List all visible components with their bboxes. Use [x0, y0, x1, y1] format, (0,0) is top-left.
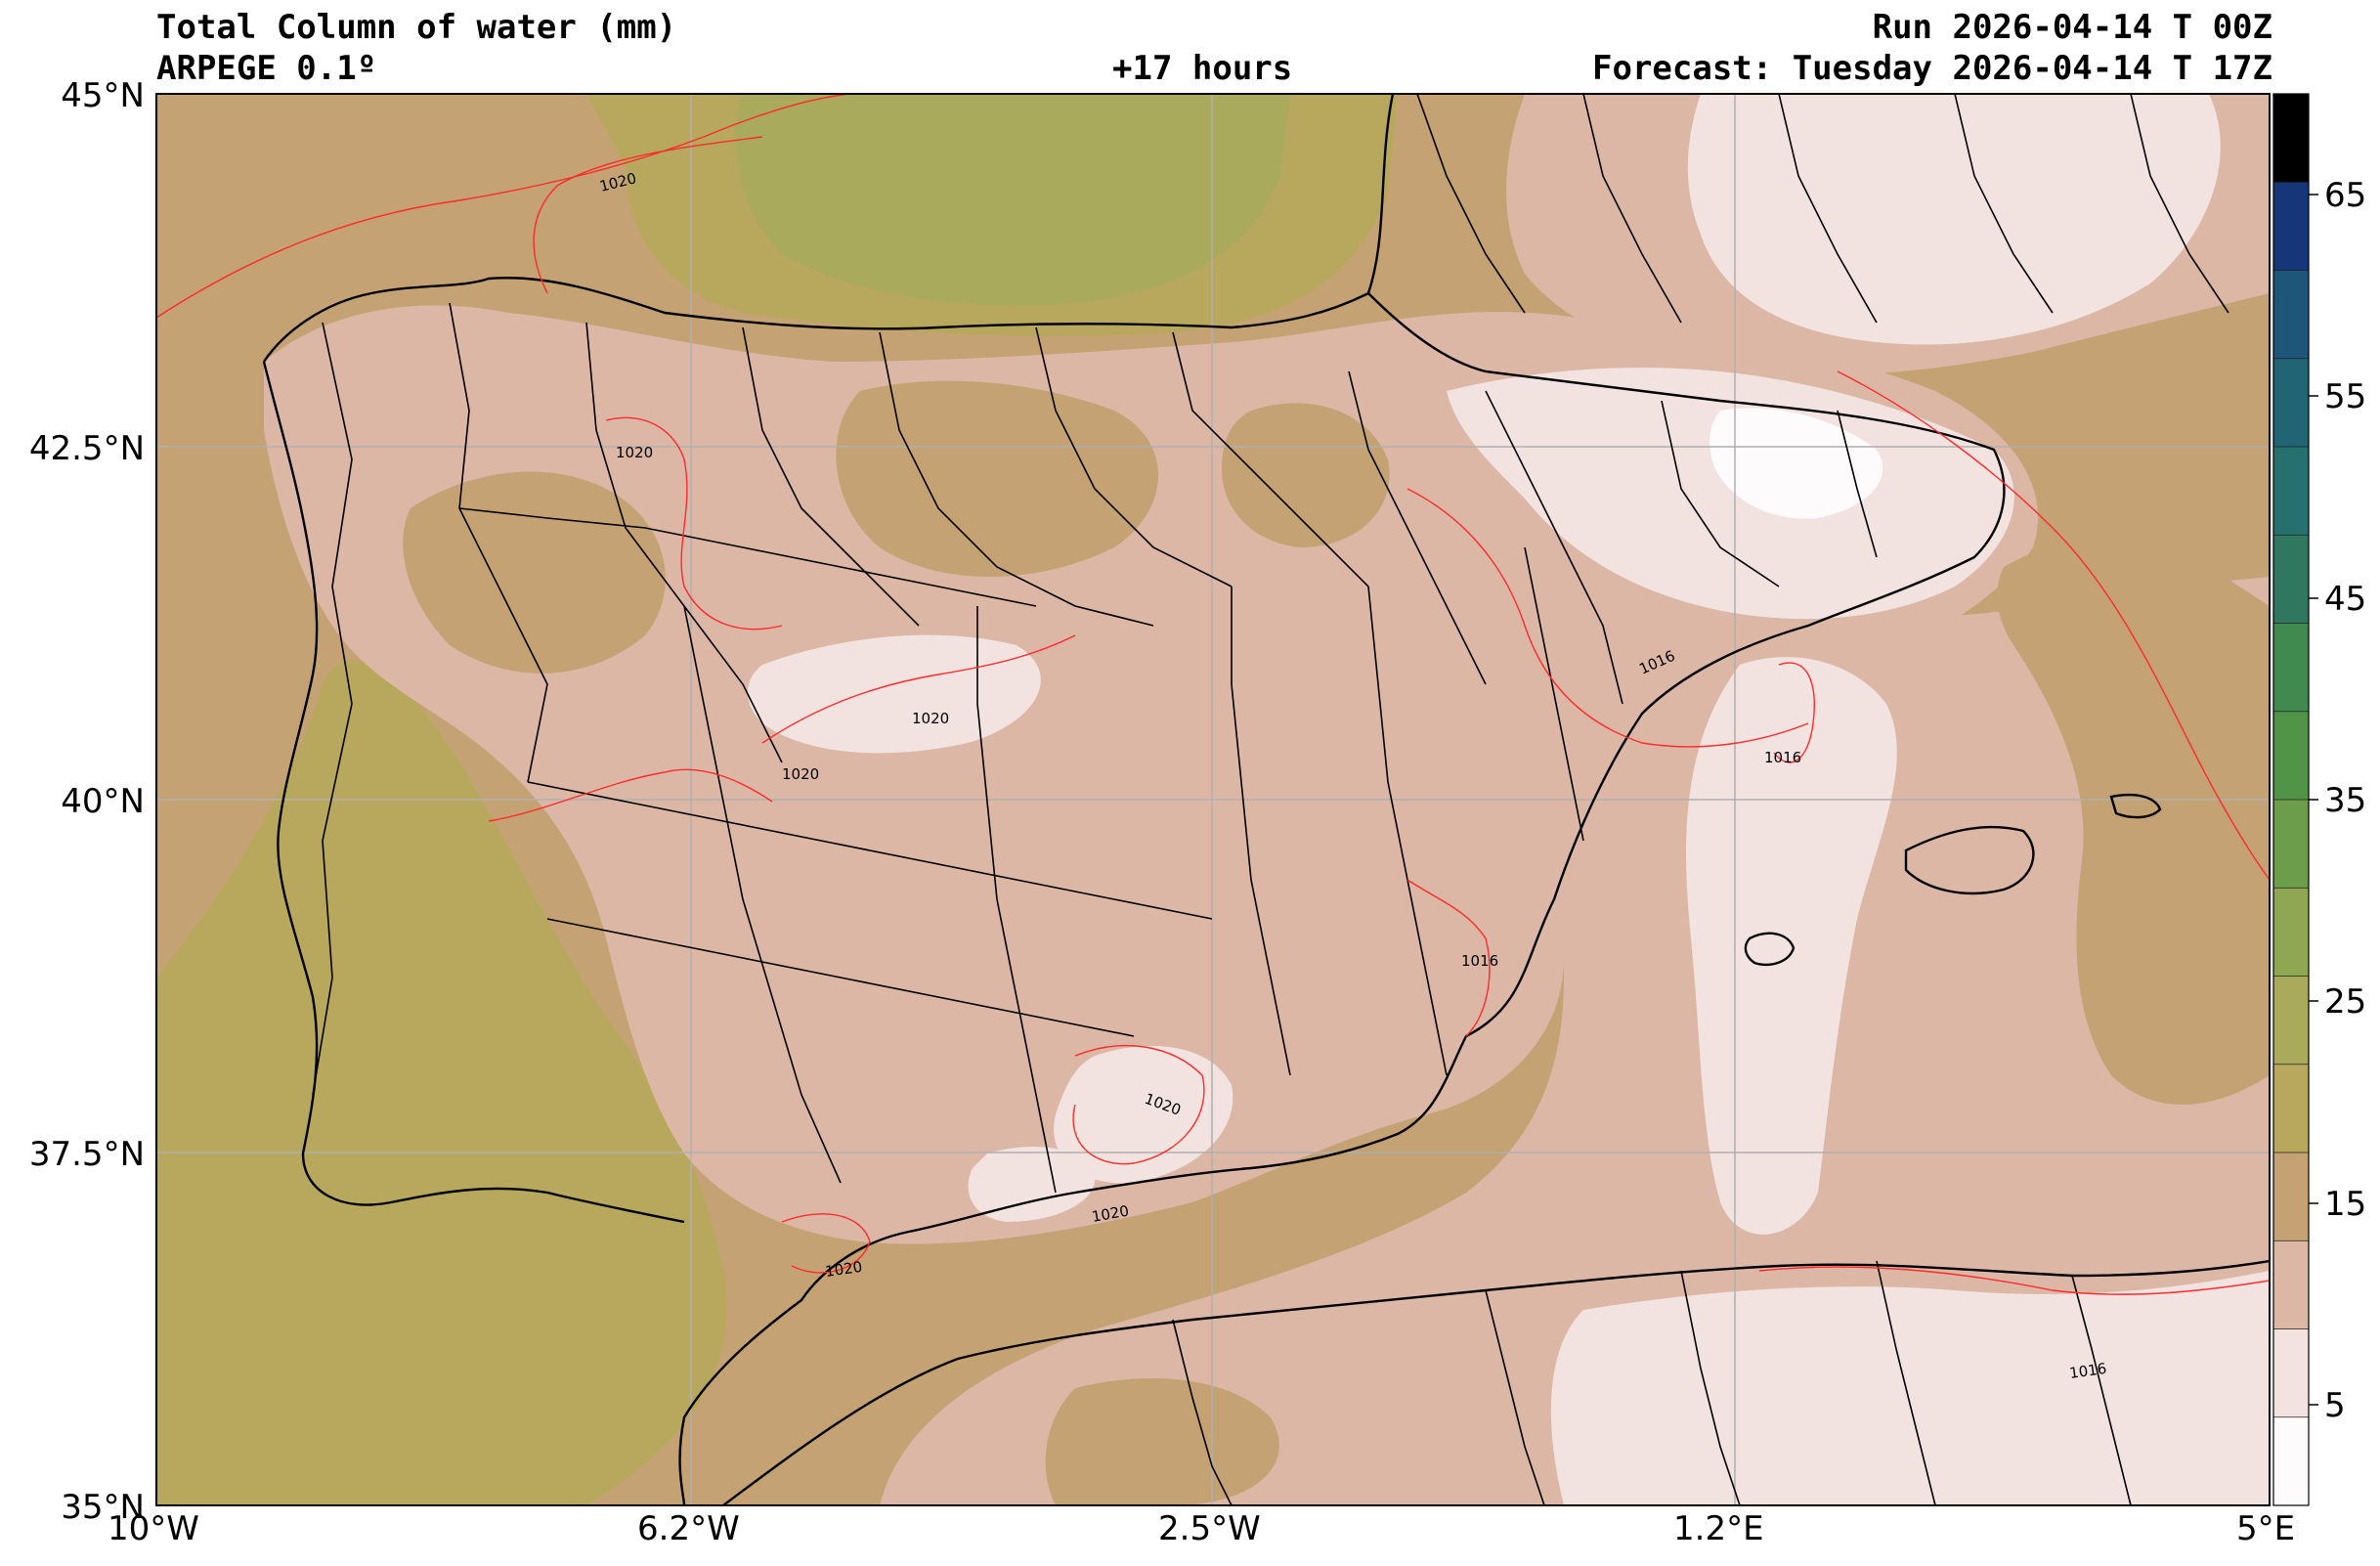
colorbar-segment [2273, 182, 2309, 271]
colorbar-segment [2273, 800, 2309, 889]
biscay-moisture-core [735, 94, 1290, 306]
colorbar-segment [2273, 1064, 2309, 1153]
plateau-brown-2 [836, 380, 1158, 577]
colorbar-label: 45 [2324, 580, 2367, 619]
colorbar-segment [2273, 1240, 2309, 1329]
plateau-brown-3 [1222, 403, 1390, 547]
colorbar-label: 35 [2324, 781, 2367, 820]
model-name: ARPEGE 0.1º [156, 49, 377, 88]
colorbar-segment [2273, 447, 2309, 536]
colorbar-segment [2273, 623, 2309, 713]
isobar-label: 1020 [912, 710, 949, 727]
run-time: Run 2026-04-14 T 00Z [1872, 8, 2272, 47]
lat-tick-label: 40°N [61, 782, 145, 821]
map-frame [155, 93, 2271, 1506]
isobar-label: 1020 [616, 444, 653, 461]
southern-green [281, 862, 451, 1071]
lat-tick-label: 35°N [61, 1488, 145, 1527]
colorbar-segment [2273, 358, 2309, 448]
colorbar-segment [2273, 711, 2309, 801]
ebro-light [1447, 368, 2014, 620]
lon-tick-label: 1.2°E [1673, 1509, 1764, 1548]
plateau-brown-1 [403, 471, 666, 674]
lon-tick-label: 6.2°W [637, 1509, 740, 1548]
admin-borders [312, 94, 2229, 1505]
isobar-label: 1016 [2068, 1360, 2107, 1382]
lon-tick-label: 5°E [2236, 1509, 2296, 1548]
isobar-label: 1016 [1461, 952, 1498, 970]
n-africa-field [1550, 1271, 2270, 1505]
colorbar-label: 5 [2324, 1386, 2346, 1425]
colorbar-segment [2273, 976, 2309, 1066]
eastsea-brown [1997, 538, 2270, 1105]
colorbar-label: 15 [2324, 1185, 2367, 1224]
colorbar-label: 55 [2324, 377, 2367, 416]
plateau-light-2 [1054, 1046, 1233, 1184]
plateau-light-1 [748, 634, 1041, 754]
isobar-lines [156, 94, 2270, 1295]
lon-tick-label: 2.5°W [1158, 1509, 1261, 1548]
lat-tick-label: 42.5°N [28, 429, 145, 468]
colorbar-label: 65 [2324, 176, 2367, 215]
lat-tick-label: 45°N [61, 76, 145, 115]
colorbar-segment [2273, 1416, 2309, 1506]
lon-tick-label: 10°W [108, 1509, 199, 1548]
ebro-min [1709, 408, 1883, 519]
colorbar-segment [2273, 1153, 2309, 1241]
forecast-time: Forecast: Tuesday 2026-04-14 T 17Z [1592, 49, 2272, 88]
colorbar [2273, 94, 2309, 1506]
colorbar-ticks [2309, 194, 2318, 1406]
colorbar-segment [2273, 1328, 2309, 1418]
isobar-label: 1016 [1764, 749, 1801, 766]
lead-time: +17 hours [1112, 49, 1293, 88]
graticule [156, 94, 2270, 1505]
colorbar-label: 25 [2324, 982, 2367, 1022]
isobar-label: 1020 [782, 765, 819, 783]
map-title: Total Column of water (mm) [156, 8, 677, 47]
colorbar-segment [2273, 270, 2309, 360]
isobar-label: 1020 [824, 1258, 863, 1281]
n-africa-brown [1045, 1378, 1279, 1505]
alps-light [1687, 94, 2221, 345]
plateau-light-3 [968, 1146, 1096, 1222]
atlantic-moisture [156, 660, 727, 1505]
lat-tick-label: 37.5°N [28, 1135, 145, 1174]
med-field [880, 577, 2270, 1505]
colorbar-segment [2273, 888, 2309, 977]
colorbar-segment [2273, 94, 2309, 183]
colorbar-segment [2273, 535, 2309, 624]
